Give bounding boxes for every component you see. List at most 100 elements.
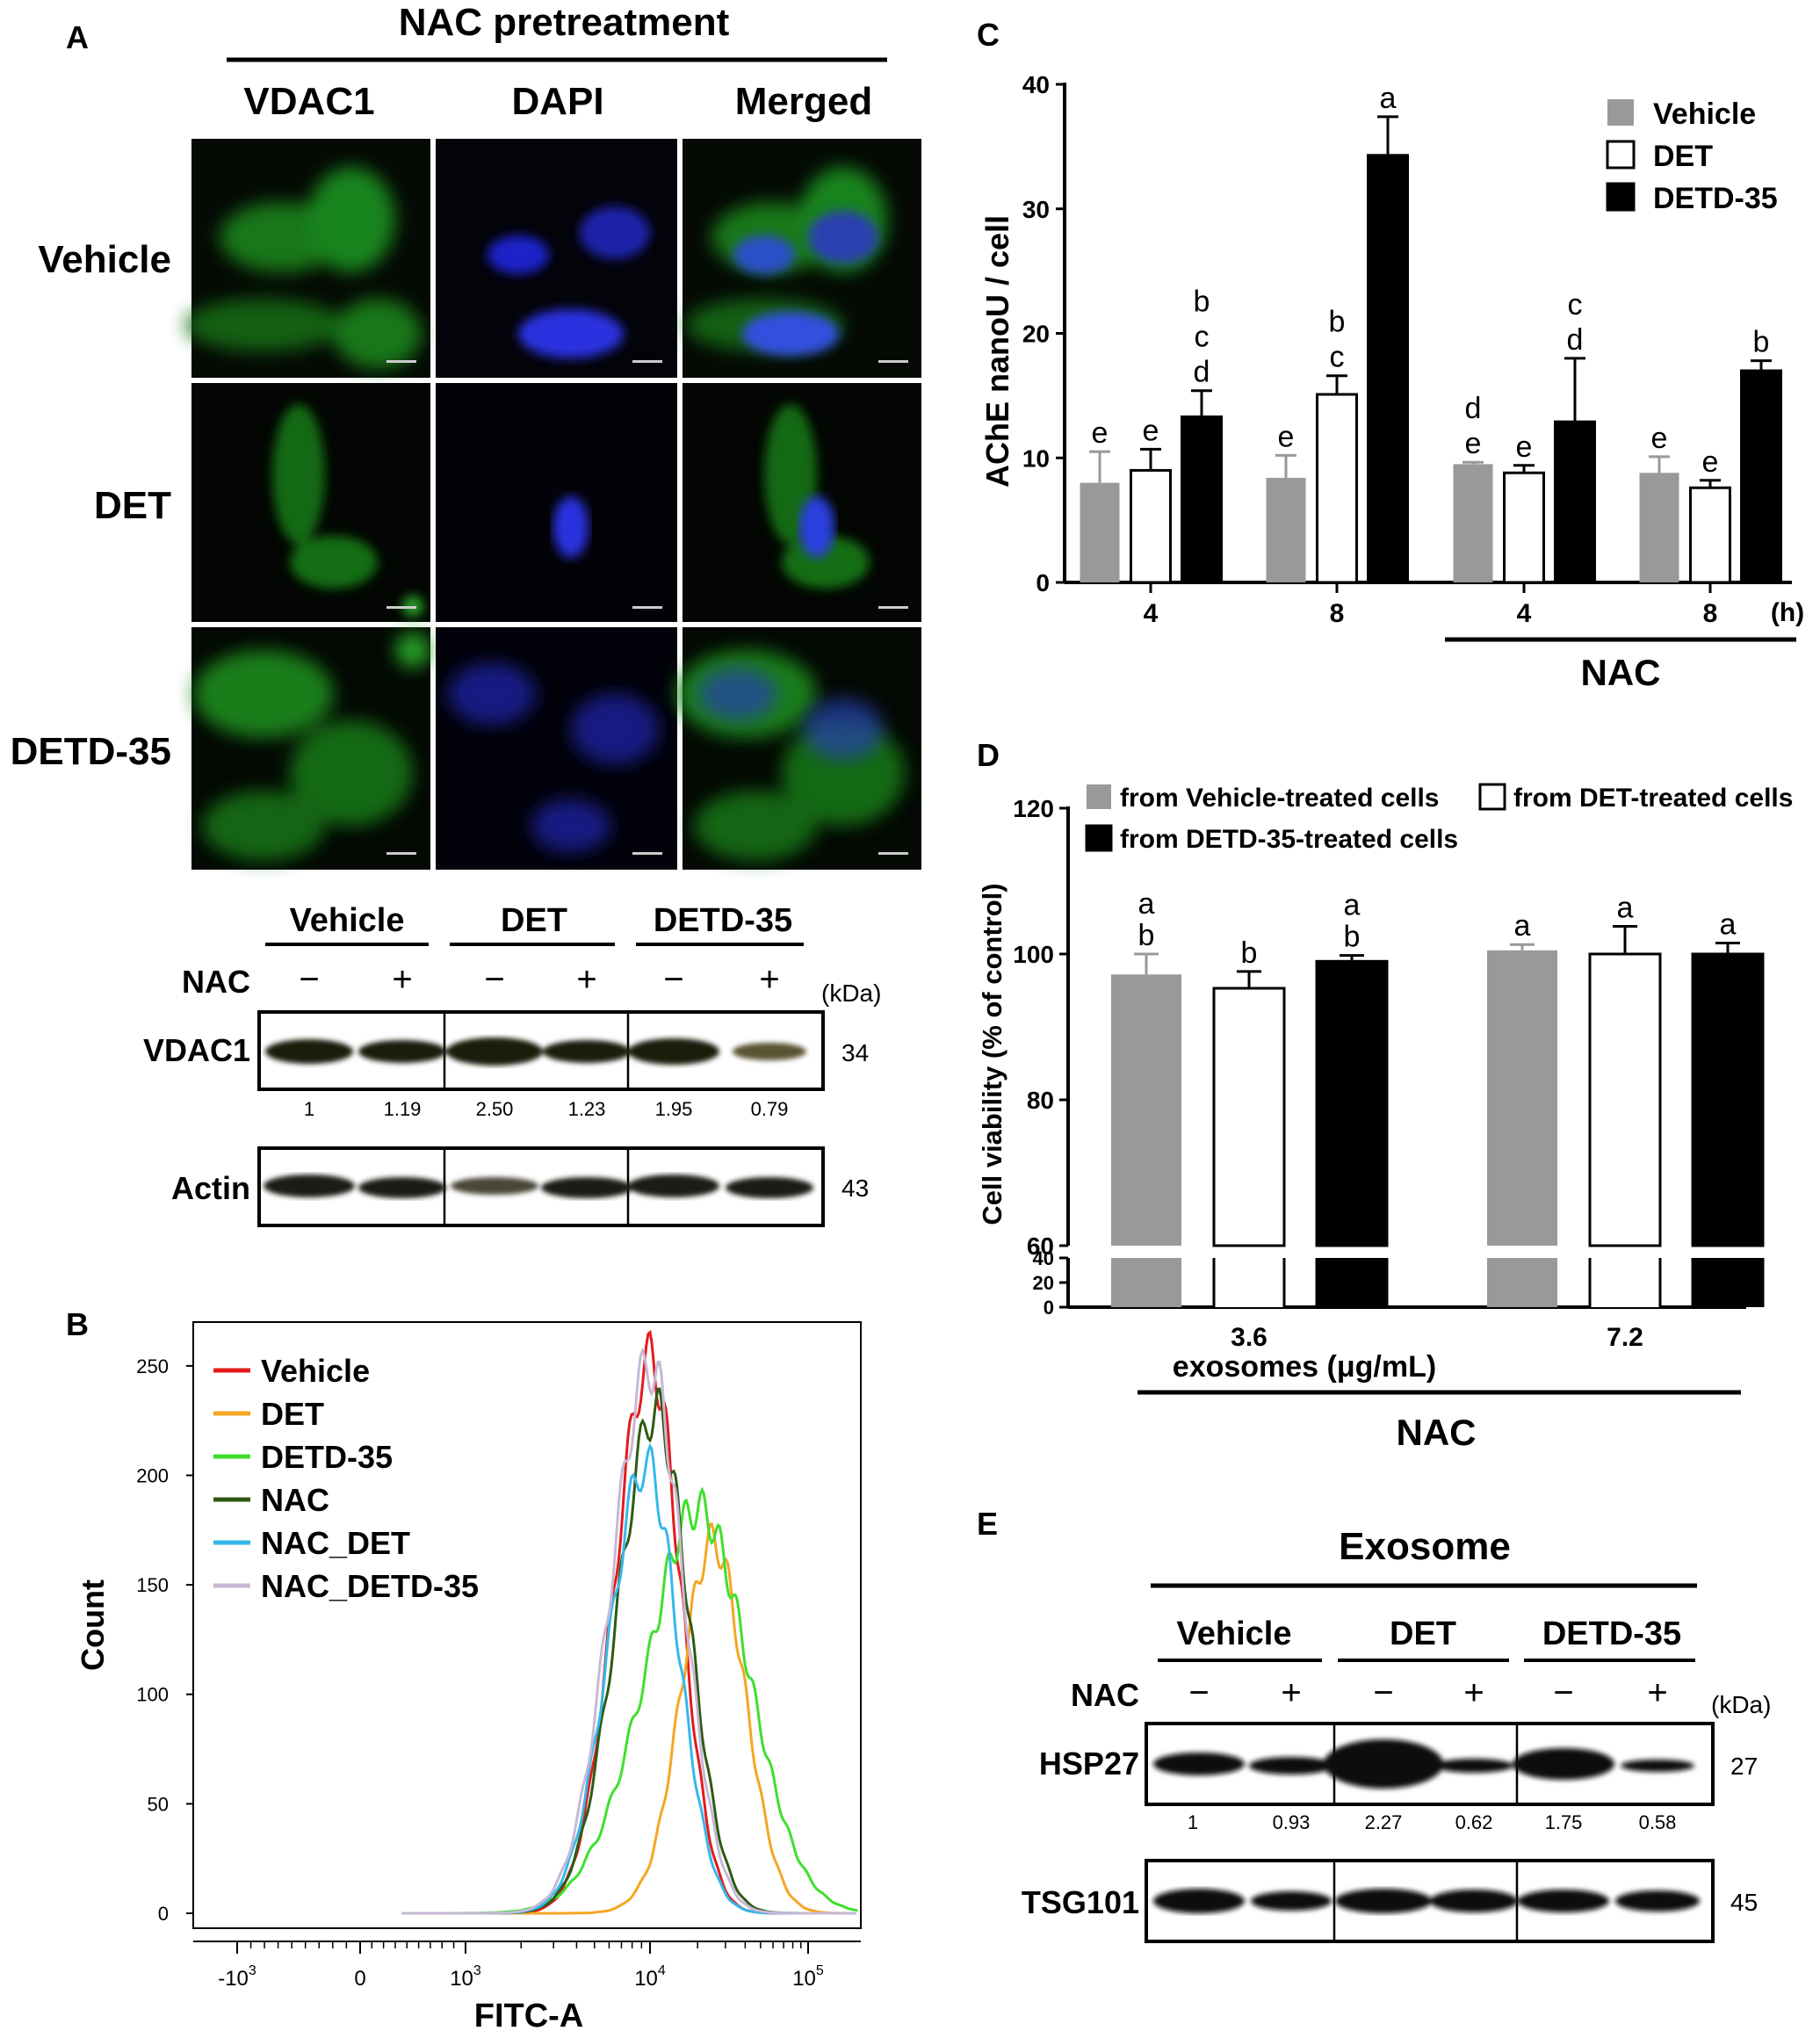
b-ytick-label: 100 [136, 1684, 169, 1706]
micrograph-det-merged [682, 383, 921, 622]
c-bar-detd-35-1 [1367, 154, 1409, 584]
b-x-axis-label: FITC-A [474, 1998, 584, 2031]
wb-e-group-detd35: DETD-35 [1542, 1615, 1681, 1652]
b-legend-label: NAC [261, 1482, 329, 1518]
wb-a-sign-4: + [576, 960, 596, 999]
wb-e-quant-1: 1 [1188, 1811, 1198, 1833]
c-legend-label: Vehicle [1653, 98, 1756, 131]
wb-e-sign-1: − [1188, 1673, 1209, 1712]
wb-a-unit: (kDa) [821, 979, 881, 1007]
wb-a-quant-5: 1.95 [655, 1098, 693, 1120]
d-ytick-label: 20 [1033, 1272, 1054, 1294]
panel-a-western-blot: Vehicle DET DETD-35 NAC − + − + − + (kDa… [143, 902, 881, 1227]
d-bar-lower-1-0 [1487, 1258, 1557, 1307]
d-significance-letter: a [1514, 909, 1531, 943]
b-series-nac_detd-35-line [401, 1347, 856, 1915]
d-bar-lower-0-2 [1317, 1258, 1387, 1307]
d-nac-bracket-label: NAC [1397, 1412, 1477, 1453]
b-ytick-label: 0 [158, 1903, 169, 1925]
b-legend-label: NAC_DETD-35 [261, 1568, 479, 1604]
c-bar-det-0 [1130, 468, 1172, 584]
c-bar-vehicle-1 [1266, 477, 1306, 582]
d-bar-lower-1-2 [1693, 1258, 1763, 1307]
row-label-det: DET [94, 484, 171, 527]
col-label-dapi: DAPI [511, 80, 603, 123]
wb-e-quant-3: 2.27 [1365, 1811, 1403, 1833]
c-significance-letter: e [1143, 414, 1159, 447]
wb-e-quant-6: 0.58 [1639, 1811, 1677, 1833]
b-legend-label: DETD-35 [261, 1439, 393, 1475]
c-significance-letter: e [1092, 416, 1109, 450]
c-significance-letter: b [1329, 306, 1346, 339]
d-significance-letter: b [1138, 919, 1155, 952]
c-significance-letter: a [1380, 82, 1397, 115]
d-legend-label: from DETD-35-treated cells [1120, 825, 1458, 854]
col-label-vdac1: VDAC1 [243, 80, 374, 123]
b-xtick-label: 103 [450, 1963, 481, 1991]
d-significance-letter: a [1720, 908, 1737, 942]
wb-e-sign-6: + [1647, 1673, 1667, 1712]
micrograph-det-dapi [436, 383, 677, 622]
row-label-detd35: DETD-35 [11, 730, 171, 773]
c-ytick-label: 0 [1036, 569, 1050, 596]
wb-e-sign-2: + [1281, 1673, 1301, 1712]
d-legend-swatch [1478, 783, 1506, 811]
panel-c-letter: C [977, 17, 1000, 53]
wb-e-sign-3: − [1373, 1673, 1393, 1712]
row-label-vehicle: Vehicle [38, 238, 171, 281]
micrograph-detd35-merged [676, 627, 921, 870]
c-legend-swatch [1606, 140, 1636, 170]
wb-e-unit: (kDa) [1711, 1691, 1771, 1718]
wb-a-sign-6: + [759, 960, 779, 999]
d-x-axis-label: exosomes (μg/mL) [1173, 1350, 1436, 1384]
wb-a-quant-2: 1.19 [384, 1098, 422, 1120]
wb-e-kda-tsg101: 45 [1730, 1889, 1758, 1916]
d-ytick-label: 40 [1033, 1247, 1054, 1269]
wb-e-quant-2: 0.93 [1273, 1811, 1311, 1833]
c-xtick-label: 8 [1703, 599, 1718, 628]
d-significance-letter: a [1344, 889, 1361, 922]
c-significance-letter: b [1194, 285, 1210, 319]
wb-a-group-detd35: DETD-35 [654, 902, 792, 939]
d-bar-lower-1-1 [1590, 1258, 1660, 1307]
b-ytick-label: 200 [136, 1464, 169, 1486]
d-bar-lower-0-1 [1214, 1258, 1284, 1307]
d-legend-label: from DET-treated cells [1513, 784, 1793, 813]
d-significance-letter: a [1617, 891, 1634, 924]
micrograph-det-vdac1 [191, 383, 430, 622]
wb-e-group-det: DET [1390, 1615, 1456, 1652]
d-ytick-label: 0 [1044, 1297, 1054, 1319]
b-xtick-label: 105 [792, 1963, 824, 1991]
c-significance-letter: c [1330, 341, 1345, 374]
c-legend-swatch [1606, 182, 1636, 212]
col-label-merged: Merged [735, 80, 872, 123]
c-nac-bracket-label: NAC [1581, 652, 1661, 693]
c-significance-letter: c [1568, 288, 1583, 322]
d-significance-letter: b [1241, 936, 1258, 970]
b-legend-label: NAC_DET [261, 1525, 410, 1561]
d-legend-label: from Vehicle-treated cells [1120, 784, 1440, 813]
d-bar-lower-0-0 [1111, 1258, 1181, 1307]
c-bar-det-1 [1316, 393, 1358, 584]
wb-e-sign-4: + [1463, 1673, 1484, 1712]
b-xtick-label: 0 [354, 1967, 365, 1991]
wb-a-sign-2: + [392, 960, 412, 999]
c-xtick-label: 8 [1330, 599, 1345, 628]
c-ytick-label: 30 [1022, 196, 1050, 223]
wb-a-sign-3: − [484, 960, 504, 999]
wb-a-quant-3: 2.50 [476, 1098, 514, 1120]
wb-e-quant-4: 0.62 [1455, 1811, 1493, 1833]
d-bar-1-2 [1691, 952, 1765, 1247]
c-ytick-label: 40 [1022, 71, 1050, 98]
b-legend-label: Vehicle [261, 1353, 370, 1389]
micrograph-vehicle-vdac1 [184, 139, 430, 378]
c-significance-letter: e [1516, 430, 1533, 464]
d-bar-0-0 [1111, 974, 1181, 1246]
wb-e-group-vehicle: Vehicle [1177, 1615, 1292, 1652]
b-xtick-label: 104 [634, 1963, 666, 1991]
b-legend-label: DET [261, 1396, 324, 1432]
d-significance-letter: a [1138, 887, 1155, 921]
wb-a-group-vehicle: Vehicle [290, 902, 405, 939]
